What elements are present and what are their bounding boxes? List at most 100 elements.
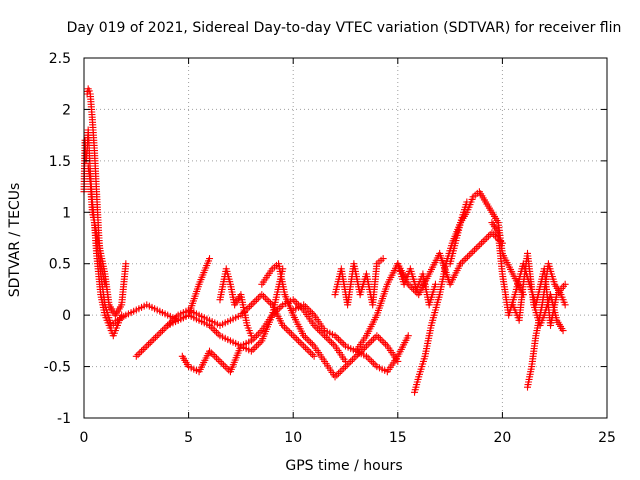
data-point <box>460 256 468 264</box>
data-point <box>282 325 290 333</box>
data-point <box>371 361 379 369</box>
data-point <box>267 299 275 307</box>
x-tick-label: 15 <box>389 430 407 446</box>
data-point <box>366 339 374 347</box>
data-point <box>343 361 351 369</box>
data-point <box>335 369 343 377</box>
data-point <box>263 296 271 304</box>
data-point <box>300 332 308 340</box>
data-point <box>474 243 482 251</box>
y-tick-label: -0.5 <box>44 360 71 376</box>
x-tick-label: 20 <box>493 430 511 446</box>
data-point <box>307 349 315 357</box>
data-point <box>279 321 287 329</box>
data-point <box>411 287 419 295</box>
data-point <box>345 359 353 367</box>
data-point <box>253 296 261 304</box>
data-point <box>261 294 269 302</box>
data-point <box>254 330 262 338</box>
data-point <box>431 280 439 288</box>
data-point <box>218 359 226 367</box>
data-point <box>216 357 224 365</box>
plot-frame <box>83 57 608 419</box>
data-point <box>380 339 388 347</box>
data-point <box>303 345 311 353</box>
data-point <box>171 315 179 323</box>
data-point <box>322 333 330 341</box>
data-point <box>483 234 491 242</box>
data-point <box>340 364 348 372</box>
data-series <box>216 265 255 340</box>
data-point <box>404 332 412 340</box>
data-point <box>464 253 472 261</box>
data-point <box>362 342 370 350</box>
data-point <box>256 339 264 347</box>
data-point <box>206 347 214 355</box>
data-point <box>375 333 383 341</box>
data-point <box>457 260 465 268</box>
data-point <box>305 347 313 355</box>
data-point <box>312 323 320 331</box>
data-point <box>284 327 292 335</box>
data-point <box>338 366 346 374</box>
data-point <box>277 303 285 311</box>
data-point <box>251 297 259 305</box>
data-series <box>524 260 569 391</box>
data-point <box>85 87 93 95</box>
data-point <box>209 325 217 333</box>
data-point <box>212 328 220 336</box>
data-point <box>469 248 477 256</box>
data-point <box>162 323 170 331</box>
data-point <box>153 332 161 340</box>
data-point <box>408 284 416 292</box>
data-point <box>336 337 344 345</box>
data-point <box>143 342 151 350</box>
data-point <box>369 359 377 367</box>
data-point <box>138 347 146 355</box>
data-point <box>462 255 470 263</box>
data-point <box>132 352 140 360</box>
data-point <box>364 340 372 348</box>
data-point <box>206 255 214 263</box>
data-point <box>249 345 257 353</box>
y-tick-label: 1 <box>62 205 71 221</box>
chart-title: Day 019 of 2021, Sidereal Day-to-day VTE… <box>67 20 622 36</box>
data-point <box>335 335 343 343</box>
data-point <box>172 313 180 321</box>
data-point <box>484 232 492 240</box>
data-point <box>467 249 475 257</box>
data-point <box>249 299 257 307</box>
data-point <box>157 328 165 336</box>
data-point <box>465 251 473 259</box>
data-point <box>559 327 567 335</box>
data-point <box>361 344 369 352</box>
data-point <box>303 304 311 312</box>
data-point <box>324 335 332 343</box>
data-point <box>207 349 215 357</box>
data-point <box>134 351 142 359</box>
data-point <box>366 356 374 364</box>
data-point <box>378 337 386 345</box>
data-point <box>300 301 308 309</box>
data-point <box>364 354 372 362</box>
data-point <box>294 337 302 345</box>
data-point <box>214 330 222 338</box>
data-point <box>308 351 316 359</box>
data-point <box>340 340 348 348</box>
data-point <box>219 361 227 369</box>
data-point <box>256 328 264 336</box>
data-point <box>244 304 252 312</box>
data-point <box>122 260 130 268</box>
data-point <box>291 333 299 341</box>
data-point <box>148 337 156 345</box>
data-point <box>211 352 219 360</box>
data-point <box>368 337 376 345</box>
data-point <box>223 364 231 372</box>
data-point <box>382 340 390 348</box>
data-point <box>300 342 308 350</box>
data-point <box>328 339 336 347</box>
data-point <box>347 357 355 365</box>
data-point <box>214 356 222 364</box>
data-point <box>368 357 376 365</box>
